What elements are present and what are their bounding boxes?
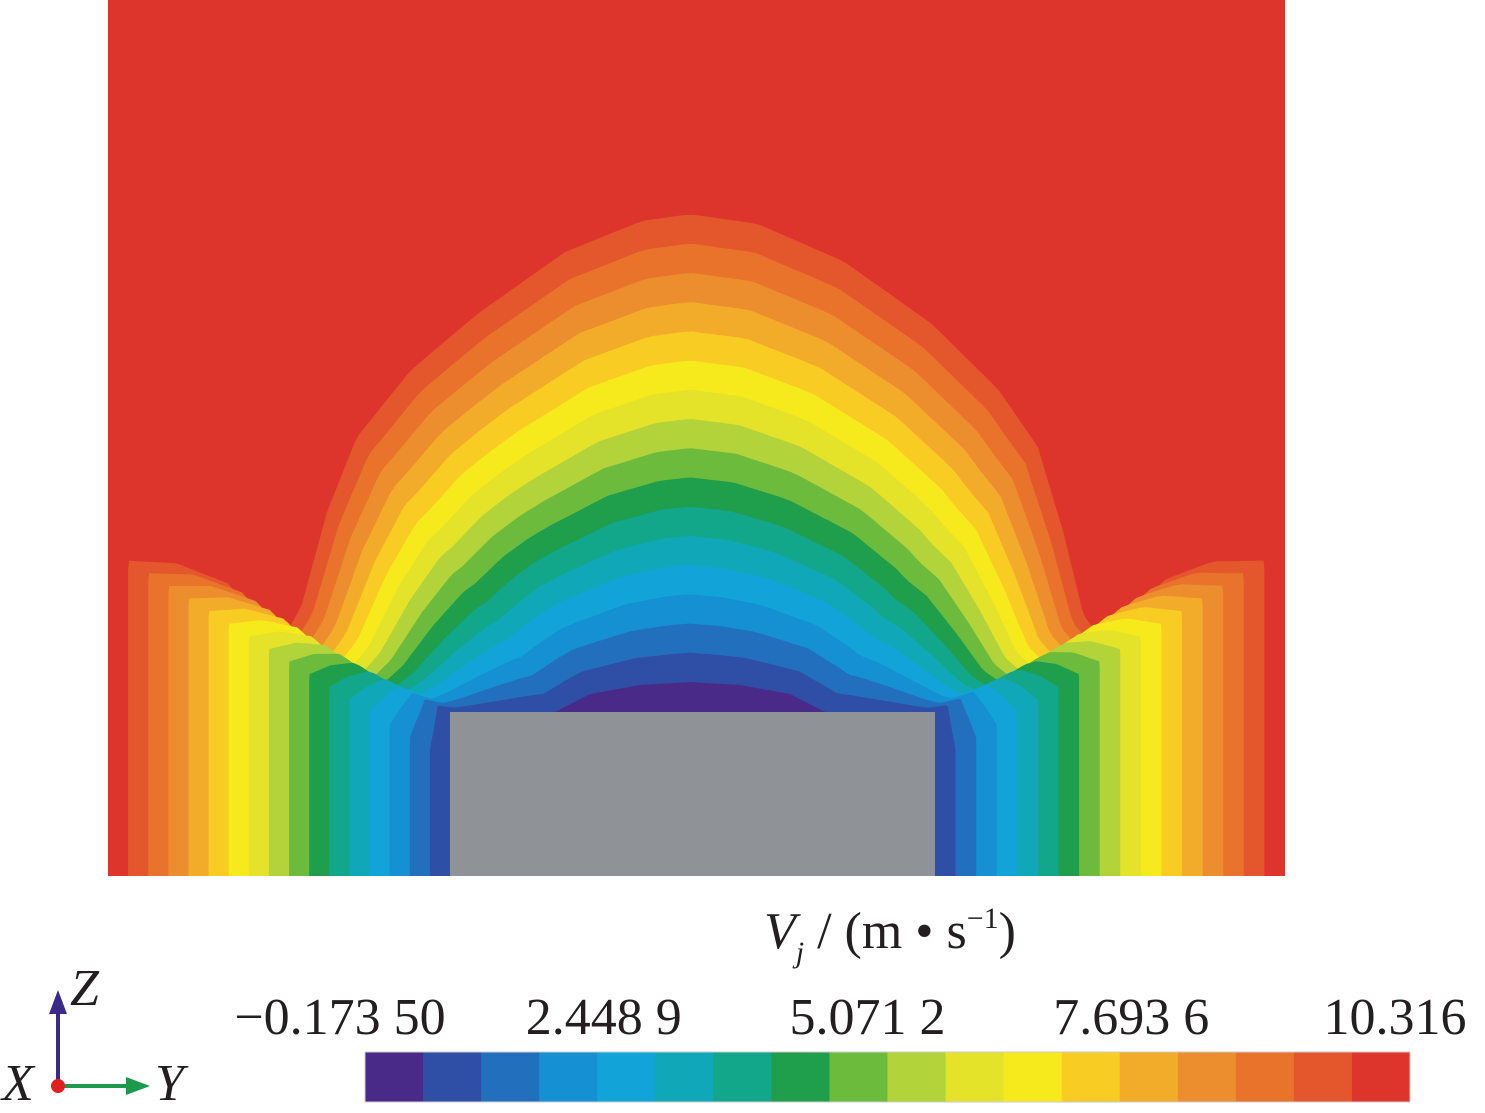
x-label: X xyxy=(0,1055,36,1108)
colorbar-tick-label: 10.316 xyxy=(1324,989,1467,1046)
label-subscript: j xyxy=(792,936,804,969)
colorbar-frame xyxy=(364,1051,1411,1103)
z-label: Z xyxy=(70,960,100,1017)
colorbar-cell xyxy=(829,1052,888,1102)
colorbar-cell xyxy=(1061,1052,1121,1102)
colorbar-cell xyxy=(423,1052,482,1102)
colorbar-cell xyxy=(1003,1052,1063,1102)
y-label: Y xyxy=(155,1055,189,1108)
colorbar-tick-label: 2.448 9 xyxy=(526,989,682,1046)
colorbar-cell xyxy=(539,1052,598,1102)
colorbar-tick-label: 5.071 2 xyxy=(789,989,945,1046)
colorbar-cell xyxy=(887,1052,947,1102)
colorbar-cell xyxy=(945,1052,1005,1102)
label-unit: / (m • s xyxy=(804,903,967,960)
colorbar-cell xyxy=(481,1052,540,1102)
colorbar-cell xyxy=(1293,1052,1353,1102)
colorbar-cell xyxy=(1351,1052,1411,1102)
colorbar: −0.173 50 2.448 9 5.071 2 7.693 6 10.316 xyxy=(234,989,1467,1103)
colorbar-cell xyxy=(771,1052,830,1102)
x-axis-dot xyxy=(51,1079,65,1093)
colorbar-cell xyxy=(1119,1052,1179,1102)
colorbar-cell xyxy=(655,1052,714,1102)
y-arrow-head xyxy=(126,1077,150,1095)
colorbar-cell xyxy=(597,1052,656,1102)
label-superscript: −1 xyxy=(967,902,999,935)
colorbar-cell xyxy=(1177,1052,1237,1102)
z-arrow-head xyxy=(49,990,67,1014)
colorbar-tick-label: −0.173 50 xyxy=(234,989,445,1046)
colorbar-cell xyxy=(365,1052,424,1102)
obstacle xyxy=(450,712,935,876)
axes-triad: Z X Y xyxy=(0,960,189,1112)
colorbar-label: Vj / (m • s−1) xyxy=(764,902,1016,969)
colorbar-cell xyxy=(1235,1052,1295,1102)
label-symbol: V xyxy=(764,903,801,960)
colorbar-cell xyxy=(713,1052,772,1102)
label-close: ) xyxy=(999,903,1016,960)
colorbar-tick-label: 7.693 6 xyxy=(1053,989,1209,1046)
